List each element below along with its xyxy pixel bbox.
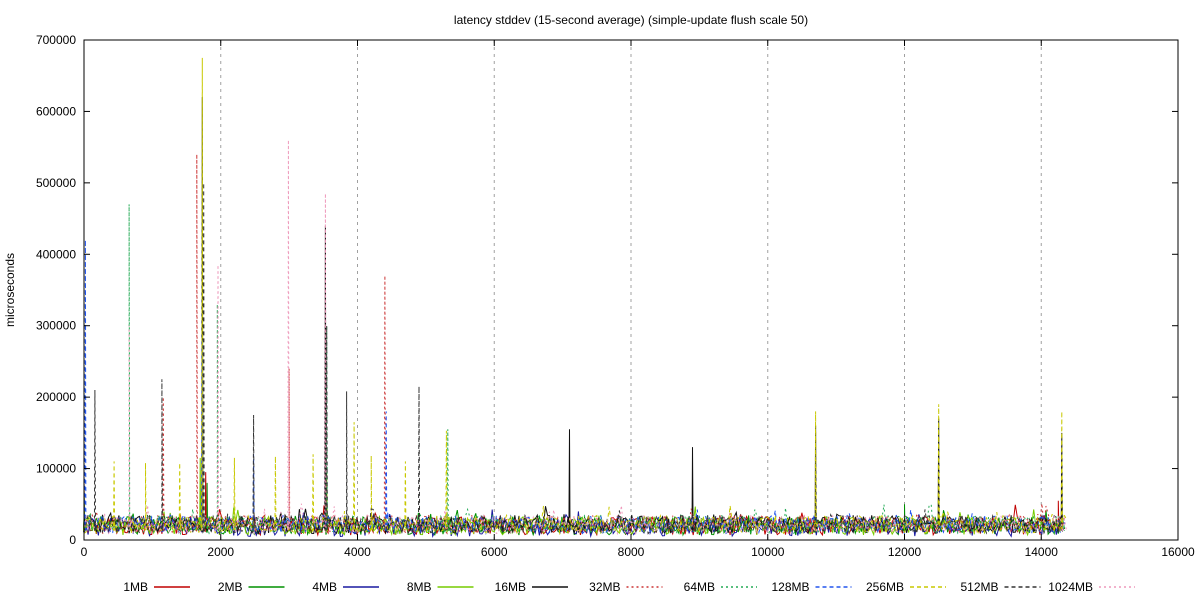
y-tick-label: 100000 bbox=[36, 462, 76, 476]
y-tick-label: 700000 bbox=[36, 33, 76, 47]
series-line-32MB bbox=[83, 154, 1065, 536]
legend-label: 256MB bbox=[866, 580, 904, 594]
legend-label: 2MB bbox=[218, 580, 243, 594]
y-tick-label: 0 bbox=[69, 533, 76, 547]
x-tick-label: 4000 bbox=[344, 545, 371, 559]
chart-title: latency stddev (15-second average) (simp… bbox=[454, 13, 808, 27]
x-tick-label: 0 bbox=[81, 545, 88, 559]
y-tick-label: 500000 bbox=[36, 176, 76, 190]
x-tick-label: 2000 bbox=[207, 545, 234, 559]
x-tick-label: 12000 bbox=[888, 545, 922, 559]
series-line-64MB bbox=[83, 204, 1065, 536]
x-tick-label: 14000 bbox=[1025, 545, 1059, 559]
y-tick-label: 600000 bbox=[36, 104, 76, 118]
series-line-256MB bbox=[83, 57, 1067, 536]
y-tick-label: 300000 bbox=[36, 319, 76, 333]
x-tick-label: 8000 bbox=[618, 545, 645, 559]
series-line-1024MB bbox=[83, 139, 1067, 536]
legend-label: 16MB bbox=[495, 580, 526, 594]
plot-frame bbox=[83, 39, 1179, 541]
legend-label: 8MB bbox=[407, 580, 432, 594]
x-tick-label: 16000 bbox=[1161, 545, 1195, 559]
legend-label: 512MB bbox=[960, 580, 998, 594]
legend-label: 1MB bbox=[123, 580, 148, 594]
axis-ticks: 0 2000 4000 6000 8000 10000 12000 14000 16000 0 10… bbox=[36, 33, 1195, 559]
legend-label: 64MB bbox=[684, 580, 715, 594]
series-line-128MB bbox=[83, 239, 1065, 536]
legend-label: 4MB bbox=[312, 580, 337, 594]
series-line-512MB bbox=[83, 182, 1067, 536]
y-tick-label: 200000 bbox=[36, 390, 76, 404]
legend-label: 1024MB bbox=[1048, 580, 1093, 594]
vertical-gridlines bbox=[220, 40, 1042, 540]
plot-series bbox=[83, 57, 1067, 539]
y-axis-label: microseconds bbox=[3, 253, 17, 327]
legend-label: 32MB bbox=[589, 580, 620, 594]
y-tick-label: 400000 bbox=[36, 247, 76, 261]
series-line-16MB bbox=[83, 97, 1063, 535]
legend: 1MB 2MB 4MB 8MB 16MB 32MB 64MB 128MB 256MB 512MB 1… bbox=[123, 580, 1135, 594]
legend-label: 128MB bbox=[771, 580, 809, 594]
x-tick-label: 10000 bbox=[751, 545, 785, 559]
x-tick-label: 6000 bbox=[481, 545, 508, 559]
